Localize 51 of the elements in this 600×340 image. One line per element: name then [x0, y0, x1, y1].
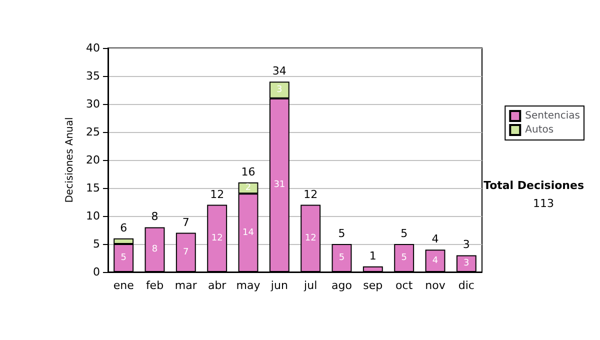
data-label: 31 [274, 180, 286, 190]
x-tick-label: jun [270, 279, 288, 292]
total-label: 7 [182, 216, 190, 229]
legend-label: Sentencias [525, 110, 580, 122]
total-label: 34 [272, 64, 286, 78]
total-label: 5 [400, 227, 408, 240]
data-label: 3 [464, 258, 470, 269]
text: 113 [533, 197, 554, 210]
data-label: 3 [276, 85, 282, 95]
data-label: 12 [304, 233, 316, 244]
x-tick-label: jul [303, 279, 318, 292]
y-tick-label: 25 [86, 126, 100, 138]
total-label: 16 [241, 165, 256, 178]
data-label: 2 [245, 183, 252, 193]
y-tick-label: 15 [86, 182, 100, 194]
total-label: 6 [120, 221, 128, 234]
x-tick-label: abr [208, 279, 227, 292]
x-tick-label: mar [174, 279, 198, 292]
x-tick-label: oct [396, 279, 414, 292]
data-label: 5 [338, 253, 345, 263]
y-tick-label: 30 [86, 98, 100, 110]
data-label: 4 [432, 256, 438, 266]
x-tick-label: dic [458, 279, 474, 292]
x-tick-label: nov [425, 279, 446, 292]
total-label: 12 [210, 188, 224, 201]
total-label: 5 [338, 227, 346, 240]
data-label: 12 [211, 233, 223, 244]
x-tick-label: sep [363, 279, 383, 292]
total-label: 1 [369, 249, 376, 262]
y-axis-title: Decisiones Anual [64, 117, 76, 203]
legend-label: Autos [525, 124, 554, 136]
total-label: 4 [432, 232, 439, 246]
y-tick-label: 5 [93, 238, 100, 250]
y-tick-label: 35 [86, 70, 100, 82]
x-tick-label: feb [146, 279, 164, 292]
y-tick-label: 40 [86, 42, 100, 54]
x-tick-label: ago [332, 279, 352, 292]
total-label: 8 [151, 210, 158, 224]
y-tick-label: 20 [86, 154, 100, 166]
total-label: 3 [462, 238, 470, 252]
data-label: 5 [401, 253, 407, 263]
text: Total Decisiones [484, 179, 584, 192]
x-tick-label: ene [113, 279, 134, 292]
y-tick-label: 0 [93, 266, 100, 278]
x-tick-label: may [236, 279, 261, 292]
data-label: 5 [120, 253, 126, 263]
data-label: 14 [242, 228, 254, 238]
data-label: 7 [183, 247, 189, 258]
data-label: 8 [152, 244, 158, 255]
y-tick-label: 10 [86, 210, 100, 222]
total-label: 12 [304, 188, 318, 201]
